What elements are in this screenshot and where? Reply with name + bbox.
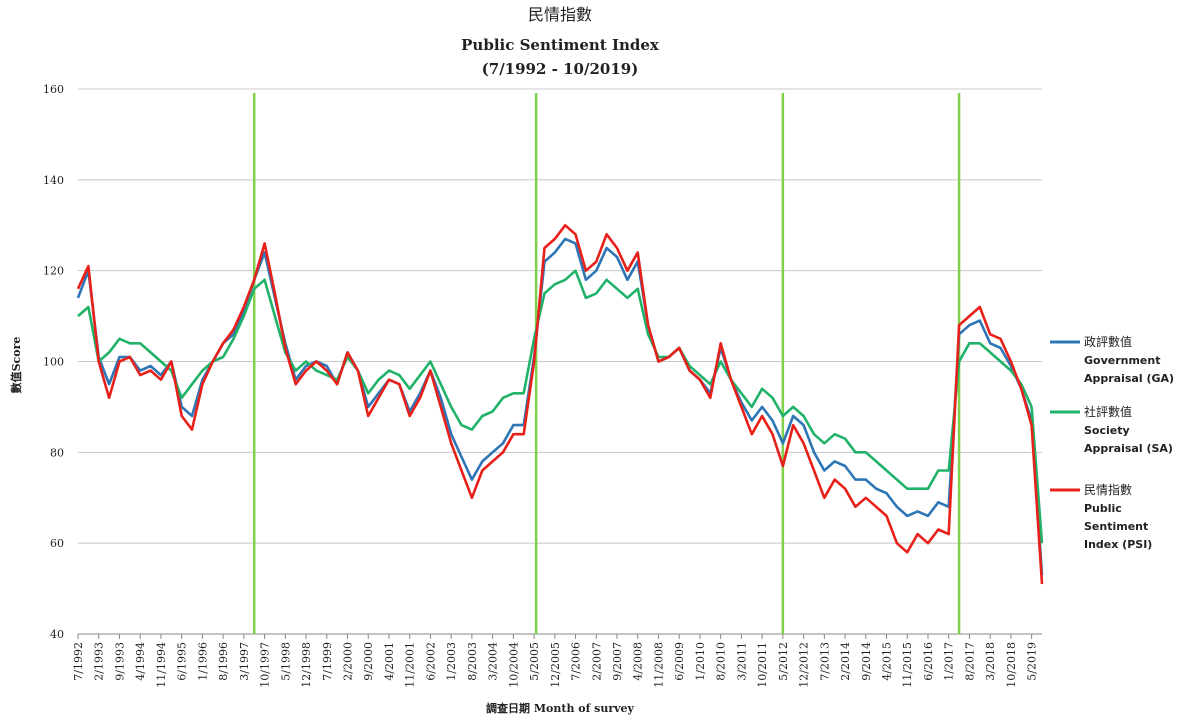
x-tick-label: 3/2018: [984, 642, 997, 681]
legend-label: 民情指數 Public Sentiment Index (PSI): [1084, 482, 1152, 551]
x-tick-label: 6/1995: [176, 642, 189, 681]
x-tick-label: 5/2019: [1026, 642, 1039, 681]
x-tick-label: 10/2018: [1005, 642, 1018, 688]
x-tick-label: 10/2011: [756, 642, 769, 688]
y-tick-label: 80: [50, 446, 64, 459]
x-tick-label: 2/2014: [839, 642, 852, 681]
y-tick-label: 40: [50, 628, 64, 641]
x-tick-label: 2/2000: [342, 642, 355, 681]
x-tick-label: 7/2013: [818, 642, 831, 681]
x-tick-label: 8/2017: [963, 642, 976, 681]
x-tick-label: 3/2004: [487, 642, 500, 681]
x-tick-label: 1/2003: [445, 642, 458, 681]
x-tick-label: 1/1996: [196, 642, 209, 681]
x-tick-label: 7/1999: [321, 642, 334, 681]
y-tick-label: 160: [43, 83, 64, 96]
series-line: [76, 237, 1044, 576]
x-tick-label: 12/1998: [300, 642, 313, 688]
x-tick-label: 11/2015: [901, 642, 914, 688]
x-tick-label: 7/2006: [570, 642, 583, 681]
x-axis-label: 調查日期 Month of survey: [486, 701, 635, 715]
x-tick-label: 5/2005: [528, 642, 541, 681]
x-tick-label: 6/2002: [424, 642, 437, 681]
x-tick-label: 10/1997: [259, 642, 272, 688]
x-tick-label: 12/2012: [798, 642, 811, 688]
legend-label: 社評數值 Society Appraisal (SA): [1084, 404, 1173, 455]
chart-title: 民情指數: [528, 5, 592, 24]
x-tick-label: 5/1998: [279, 642, 292, 681]
date-range: (7/1992 - 10/2019): [482, 60, 639, 78]
y-axis-label: 數值Score: [9, 337, 23, 394]
x-tick-label: 1/2017: [943, 642, 956, 681]
x-tick-label: 11/2001: [404, 642, 417, 688]
x-tick-label: 7/1992: [72, 642, 85, 681]
x-tick-label: 4/1994: [134, 642, 147, 681]
y-tick-label: 140: [43, 174, 64, 187]
x-tick-label: 9/2014: [860, 642, 873, 681]
x-tick-label: 10/2004: [507, 642, 520, 688]
x-tick-label: 6/2016: [922, 642, 935, 681]
x-tick-label: 8/1996: [217, 642, 230, 681]
y-tick-label: 120: [43, 265, 64, 278]
x-tick-label: 11/1994: [155, 642, 168, 688]
x-tick-label: 9/2000: [362, 642, 375, 681]
x-tick-label: 8/2003: [466, 642, 479, 681]
x-tick-label: 1/2010: [694, 642, 707, 681]
x-tick-label: 8/2010: [715, 642, 728, 681]
x-tick-label: 4/2015: [881, 642, 894, 681]
y-tick-label: 100: [43, 356, 64, 369]
series-line: [77, 269, 1044, 544]
x-tick-label: 5/2012: [777, 642, 790, 681]
x-tick-label: 9/2007: [611, 642, 624, 681]
chart-subtitle: Public Sentiment Index: [461, 36, 660, 54]
series-line: [76, 224, 1044, 585]
x-tick-label: 12/2005: [549, 642, 562, 688]
x-tick-label: 2/1993: [93, 642, 106, 681]
x-tick-label: 3/1997: [238, 642, 251, 681]
x-tick-label: 11/2008: [652, 642, 665, 688]
x-tick-label: 6/2009: [673, 642, 686, 681]
x-tick-label: 2/2007: [590, 642, 603, 681]
x-tick-label: 4/2001: [383, 642, 396, 681]
y-tick-label: 60: [50, 537, 64, 550]
x-tick-label: 4/2008: [632, 642, 645, 681]
legend-label: 政評數值 Government Appraisal (GA): [1084, 334, 1174, 385]
x-tick-label: 3/2011: [735, 642, 748, 681]
x-tick-label: 9/1993: [113, 642, 126, 681]
